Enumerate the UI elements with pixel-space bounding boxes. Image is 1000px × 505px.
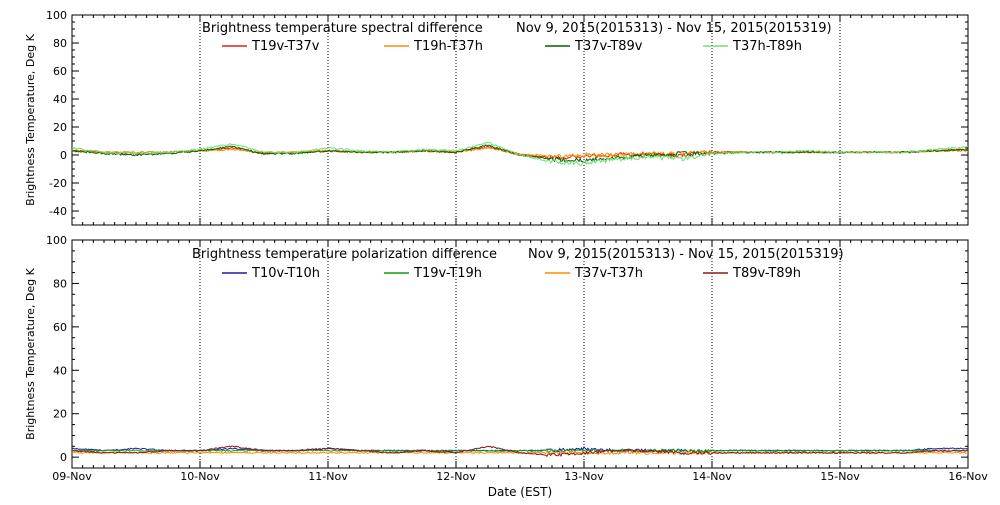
x-tick-label: 11-Nov xyxy=(308,470,348,483)
series-line xyxy=(71,141,969,166)
y-axis-label: Brightness Temperature, Deg K xyxy=(24,33,37,205)
chart-date-range: Nov 9, 2015(2015313) - Nov 15, 2015(2015… xyxy=(516,21,832,36)
x-tick-label: 15-Nov xyxy=(820,470,860,483)
series-line xyxy=(71,450,968,456)
x-tick-label: 12-Nov xyxy=(436,470,476,483)
y-tick-label: 80 xyxy=(53,277,67,290)
y-axis-label: Brightness Temperature, Deg K xyxy=(24,267,37,439)
y-tick-label: 40 xyxy=(53,93,67,106)
plot-frame xyxy=(71,239,969,469)
y-tick-label: 0 xyxy=(60,149,67,162)
x-tick-label: 14-Nov xyxy=(692,470,732,483)
series-line xyxy=(71,445,969,458)
chart-title: Brightness temperature spectral differen… xyxy=(202,21,483,36)
legend-label: T37v-T89v xyxy=(574,39,643,54)
legend-label: T19v-T19h xyxy=(413,266,482,281)
y-tick-label: 80 xyxy=(53,37,67,50)
y-tick-label: 40 xyxy=(53,364,67,377)
x-axis-label: Date (EST) xyxy=(488,485,552,499)
legend-label: T37h-T89h xyxy=(732,39,802,54)
legend-label: T37v-T37h xyxy=(574,266,643,281)
legend-label: T19v-T37v xyxy=(251,39,320,54)
y-tick-label: 100 xyxy=(46,9,67,22)
y-tick-label: 0 xyxy=(60,451,67,464)
legend-label: T19h-T37h xyxy=(413,39,483,54)
polarization-difference-panel: 0 20 40 60 80 100 09-Nov 10-Nov 11-Nov 12-Nov 13-N… xyxy=(24,234,988,499)
y-tick-label: 100 xyxy=(46,234,67,247)
y-tick-label: 20 xyxy=(53,408,67,421)
x-tick-label: 09-Nov xyxy=(52,470,92,483)
x-tick-label: 13-Nov xyxy=(564,470,604,483)
legend-label: T10v-T10h xyxy=(251,266,320,281)
series-line xyxy=(71,448,969,454)
chart-date-range: Nov 9, 2015(2015313) - Nov 15, 2015(2015… xyxy=(528,247,844,262)
y-tick-label: -40 xyxy=(49,205,67,218)
y-tick-label: 60 xyxy=(53,321,67,334)
chart-title: Brightness temperature polarization diff… xyxy=(192,247,497,262)
x-tick-label: 16-Nov xyxy=(948,470,988,483)
y-tick-label: 60 xyxy=(53,65,67,78)
y-tick-label: -20 xyxy=(49,177,67,190)
plot-frame xyxy=(71,14,969,226)
x-tick-label: 10-Nov xyxy=(180,470,220,483)
series-line xyxy=(71,445,969,454)
spectral-difference-panel: -40 -20 0 20 40 60 80 100 Brightness Temperature… xyxy=(24,9,969,226)
legend-label: T89v-T89h xyxy=(732,266,801,281)
y-tick-label: 20 xyxy=(53,121,67,134)
